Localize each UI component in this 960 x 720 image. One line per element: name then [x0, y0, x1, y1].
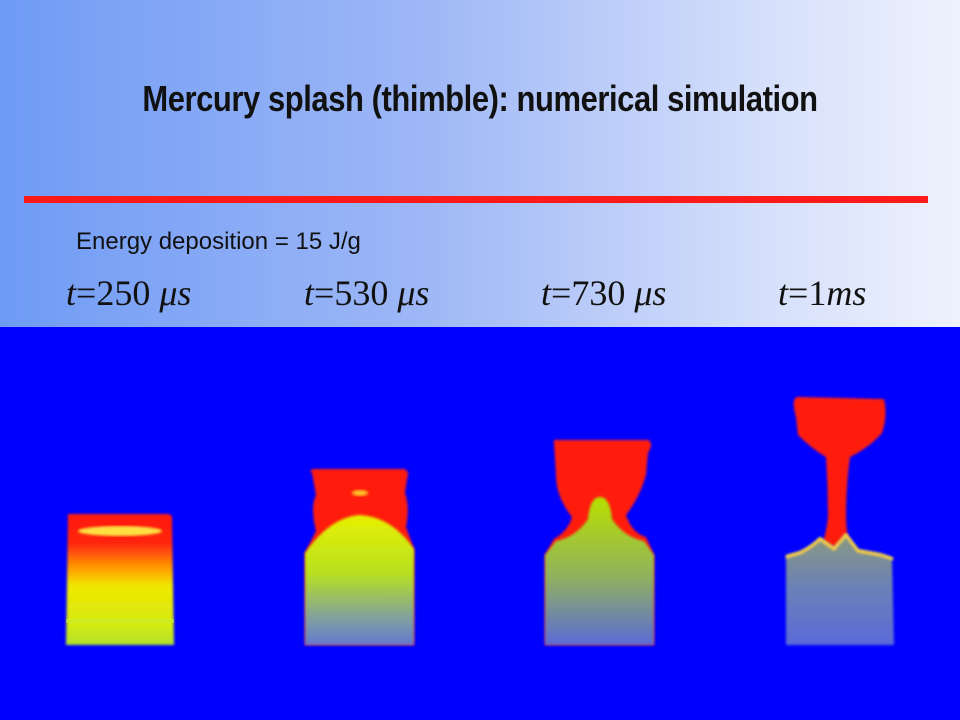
splash-frame-3: [545, 439, 654, 645]
time-value: 530: [334, 273, 389, 313]
splash-frame-2: [305, 469, 414, 645]
splash-frame-4: [785, 396, 894, 645]
time-unit: ms: [826, 273, 867, 313]
slide-title: Mercury splash (thimble): numerical simu…: [142, 78, 818, 119]
simulation-panel: [0, 327, 960, 720]
time-var: t: [66, 273, 77, 313]
time-eq: =: [788, 273, 809, 313]
time-label-4: t=1ms: [778, 272, 960, 314]
time-value: 730: [571, 273, 626, 313]
energy-value: = 15 J/g: [274, 228, 361, 255]
time-var: t: [778, 273, 789, 313]
time-unit: μs: [634, 273, 667, 313]
time-eq: =: [551, 273, 572, 313]
time-value: 1: [808, 273, 827, 313]
time-value: 250: [96, 273, 151, 313]
time-label-3: t=730 μs: [541, 272, 741, 314]
time-eq: =: [314, 273, 335, 313]
time-label-2: t=530 μs: [304, 272, 504, 314]
energy-label: Energy deposition: [76, 228, 269, 255]
title-underline: [24, 196, 928, 203]
time-label-1: t=250 μs: [66, 272, 266, 314]
energy-deposition: Energy deposition = 15 J/g: [76, 228, 361, 256]
time-unit: μs: [397, 273, 430, 313]
time-eq: =: [76, 273, 97, 313]
time-var: t: [304, 273, 315, 313]
splash-frame-1: [66, 514, 174, 645]
simulation-frames: [66, 396, 894, 645]
time-var: t: [541, 273, 552, 313]
time-unit: μs: [159, 273, 192, 313]
